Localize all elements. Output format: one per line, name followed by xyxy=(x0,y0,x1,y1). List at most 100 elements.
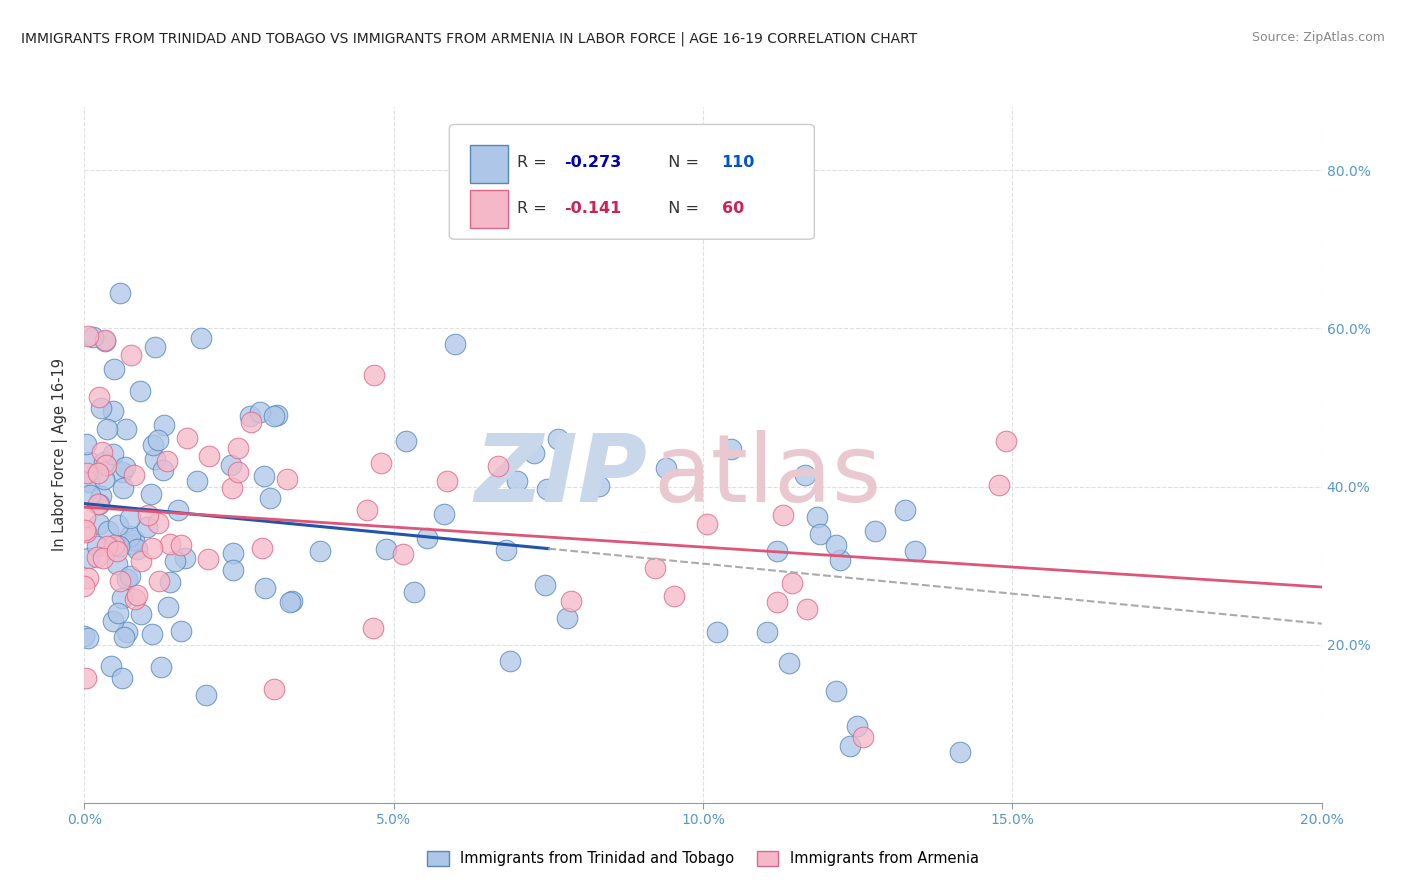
Point xyxy=(143,451,166,466)
Y-axis label: In Labor Force | Age 16-19: In Labor Force | Age 16-19 xyxy=(52,359,69,551)
Point xyxy=(994,434,1017,449)
Point xyxy=(105,544,128,558)
Point xyxy=(149,660,172,674)
Point xyxy=(146,433,169,447)
Point xyxy=(808,526,831,541)
Point xyxy=(97,524,120,539)
Text: N =: N = xyxy=(658,155,704,170)
Point xyxy=(112,630,135,644)
Point xyxy=(87,497,110,511)
Point xyxy=(240,415,263,429)
Point xyxy=(129,384,152,399)
Point xyxy=(852,731,875,745)
Point xyxy=(720,442,742,456)
Point xyxy=(124,592,146,607)
Legend: Immigrants from Trinidad and Tobago, Immigrants from Armenia: Immigrants from Trinidad and Tobago, Imm… xyxy=(422,845,984,872)
Point xyxy=(170,624,193,638)
Point xyxy=(536,482,558,496)
Point xyxy=(825,684,848,698)
Point xyxy=(120,511,142,525)
Point xyxy=(197,552,219,566)
Point xyxy=(167,503,190,517)
Point xyxy=(778,657,800,671)
Point xyxy=(863,524,886,538)
Point xyxy=(122,533,145,547)
Point xyxy=(135,520,157,534)
Point xyxy=(195,689,218,703)
Point xyxy=(534,578,557,592)
Point xyxy=(392,548,415,562)
Point xyxy=(129,553,152,567)
Point xyxy=(77,328,100,343)
Point xyxy=(87,497,110,511)
Point xyxy=(756,625,779,640)
Point xyxy=(796,601,818,615)
Point xyxy=(120,529,142,543)
Point xyxy=(101,403,124,417)
Point xyxy=(145,339,167,353)
Point xyxy=(222,545,245,559)
Point xyxy=(90,401,112,416)
Point xyxy=(77,475,100,489)
Point xyxy=(75,437,97,451)
Point xyxy=(90,489,112,503)
Point xyxy=(436,474,458,488)
Point xyxy=(402,585,425,599)
Text: 60: 60 xyxy=(721,201,744,216)
Point xyxy=(249,405,271,419)
Point xyxy=(152,463,174,477)
Point xyxy=(89,516,111,531)
Text: R =: R = xyxy=(517,155,553,170)
Point xyxy=(433,507,456,521)
Point xyxy=(86,539,108,553)
Point xyxy=(361,621,384,635)
Point xyxy=(588,479,610,493)
Point xyxy=(806,510,828,524)
Point xyxy=(416,531,439,545)
Point xyxy=(523,446,546,460)
Point xyxy=(356,502,378,516)
Point xyxy=(252,541,274,556)
Point xyxy=(259,491,281,505)
Point xyxy=(87,390,110,404)
Text: R =: R = xyxy=(517,201,553,216)
Text: -0.141: -0.141 xyxy=(564,201,621,216)
Text: N =: N = xyxy=(658,201,704,216)
Point xyxy=(76,570,98,584)
Point xyxy=(499,654,522,668)
Point xyxy=(120,568,142,582)
Point xyxy=(780,575,803,590)
Point xyxy=(266,409,288,423)
Point xyxy=(73,579,96,593)
Bar xyxy=(471,145,508,183)
Point xyxy=(101,614,124,628)
Point xyxy=(253,469,276,483)
Point xyxy=(309,543,332,558)
Text: Source: ZipAtlas.com: Source: ZipAtlas.com xyxy=(1251,31,1385,45)
Bar xyxy=(471,190,508,228)
Point xyxy=(948,745,970,759)
Point xyxy=(174,550,197,565)
Point xyxy=(94,334,117,349)
Point xyxy=(221,481,243,495)
Point xyxy=(76,467,98,481)
Point xyxy=(111,591,134,605)
Point xyxy=(163,554,186,568)
Point xyxy=(87,466,110,480)
Point xyxy=(793,467,815,482)
Point xyxy=(505,474,527,488)
Point xyxy=(148,516,170,530)
Point xyxy=(159,536,181,550)
Point xyxy=(198,449,221,463)
Point xyxy=(363,368,385,383)
Text: IMMIGRANTS FROM TRINIDAD AND TOBAGO VS IMMIGRANTS FROM ARMENIA IN LABOR FORCE | : IMMIGRANTS FROM TRINIDAD AND TOBAGO VS I… xyxy=(21,31,917,45)
Point xyxy=(76,632,98,646)
FancyBboxPatch shape xyxy=(450,124,814,239)
Point xyxy=(96,422,118,436)
Point xyxy=(495,542,517,557)
Point xyxy=(86,549,108,564)
Point xyxy=(75,671,97,685)
Point xyxy=(79,488,101,502)
Point xyxy=(73,510,96,524)
Point xyxy=(142,437,165,451)
